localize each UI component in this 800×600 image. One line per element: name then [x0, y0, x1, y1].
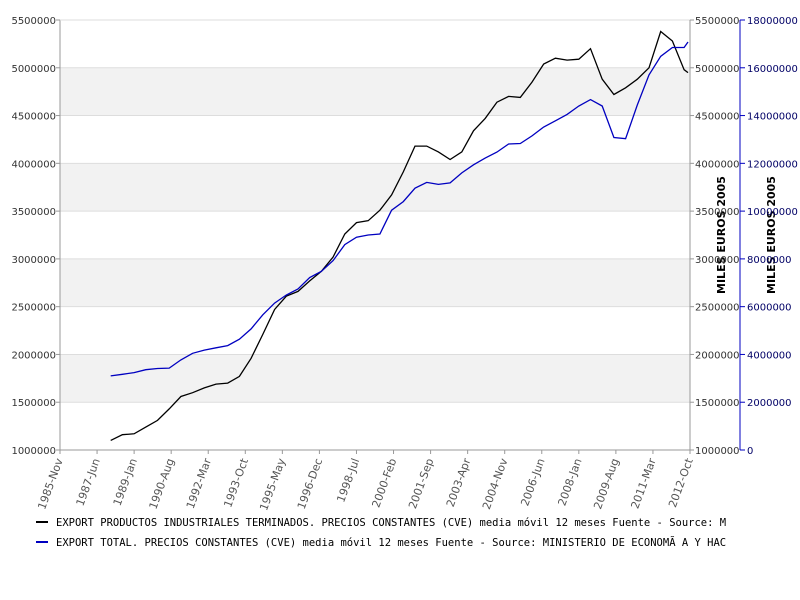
x-tick-label: 2009-Aug	[591, 457, 621, 511]
y2-tick-label: 16000000	[747, 64, 798, 75]
y-right-tick-label: 2500000	[695, 303, 740, 314]
y-right-tick-label: 4500000	[695, 112, 740, 123]
y-tick-label: 3000000	[11, 255, 56, 266]
legend-label: EXPORT PRODUCTOS INDUSTRIALES TERMINADOS…	[56, 517, 726, 529]
y2-tick-label: 2000000	[747, 398, 792, 409]
y2-tick-label: 8000000	[747, 255, 792, 266]
y2-tick-label: 0	[747, 446, 753, 457]
y-right-tick-label: 4000000	[695, 159, 740, 170]
y-tick-label: 4500000	[11, 112, 56, 123]
x-tick-label: 1989-Jan	[111, 457, 140, 508]
y2-tick-label: 6000000	[747, 303, 792, 314]
x-tick-label: 2006-Jun	[518, 457, 547, 508]
y-right-tick-label: 3000000	[695, 255, 740, 266]
grid-band	[60, 354, 690, 403]
y-tick-label: 5000000	[11, 64, 56, 75]
y-axis-title: MILES EUROS 2005	[715, 176, 728, 294]
y-right-tick-label: 1000000	[695, 446, 740, 457]
x-tick-label: 1995-May	[257, 456, 288, 512]
y-tick-label: 1500000	[11, 398, 56, 409]
x-tick-label: 2008-Jan	[555, 457, 584, 508]
x-tick-label: 1992-Mar	[184, 456, 214, 510]
series-line	[110, 41, 689, 377]
y-right-tick-label: 1500000	[695, 398, 740, 409]
x-tick-label: 1987-Jun	[74, 457, 103, 508]
grid-band	[60, 163, 690, 212]
x-tick-label: 2000-Feb	[370, 457, 400, 510]
x-tick-label: 1993-Oct	[221, 456, 251, 509]
x-tick-label: 1996-Dec	[295, 457, 325, 511]
grid-band	[60, 67, 690, 116]
y-tick-label: 5500000	[11, 16, 56, 27]
y-tick-label: 4000000	[11, 159, 56, 170]
y-right-tick-label: 2000000	[695, 350, 740, 361]
y2-tick-label: 4000000	[747, 350, 792, 361]
series-line	[110, 30, 689, 441]
y2-tick-label: 18000000	[747, 16, 798, 27]
x-tick-label: 2001-Sep	[406, 457, 436, 511]
y2-tick-label: 12000000	[747, 159, 798, 170]
y-right-tick-label: 5500000	[695, 16, 740, 27]
x-tick-label: 2003-Apr	[444, 456, 474, 509]
grid-band	[60, 258, 690, 307]
legend-label: EXPORT TOTAL. PRECIOS CONSTANTES (CVE) m…	[56, 536, 726, 549]
y-tick-label: 2500000	[11, 303, 56, 314]
x-tick-label: 1985-Nov	[35, 456, 66, 511]
y-right-tick-label: 3500000	[695, 207, 740, 218]
x-tick-label: 2011-Mar	[629, 456, 659, 510]
x-tick-label: 1990-Aug	[147, 457, 177, 511]
y-tick-label: 2000000	[11, 350, 56, 361]
y2-tick-label: 10000000	[747, 207, 798, 218]
y-tick-label: 3500000	[11, 207, 56, 218]
x-tick-label: 2004-Nov	[480, 456, 511, 511]
y-right-tick-label: 5000000	[695, 64, 740, 75]
y2-tick-label: 14000000	[747, 112, 798, 123]
x-tick-label: 2012-Oct	[666, 456, 696, 509]
y2-axis-title: MILES EUROS 2005	[765, 176, 778, 294]
x-tick-label: 1998-Jul	[334, 457, 362, 505]
y-tick-label: 1000000	[11, 446, 56, 457]
